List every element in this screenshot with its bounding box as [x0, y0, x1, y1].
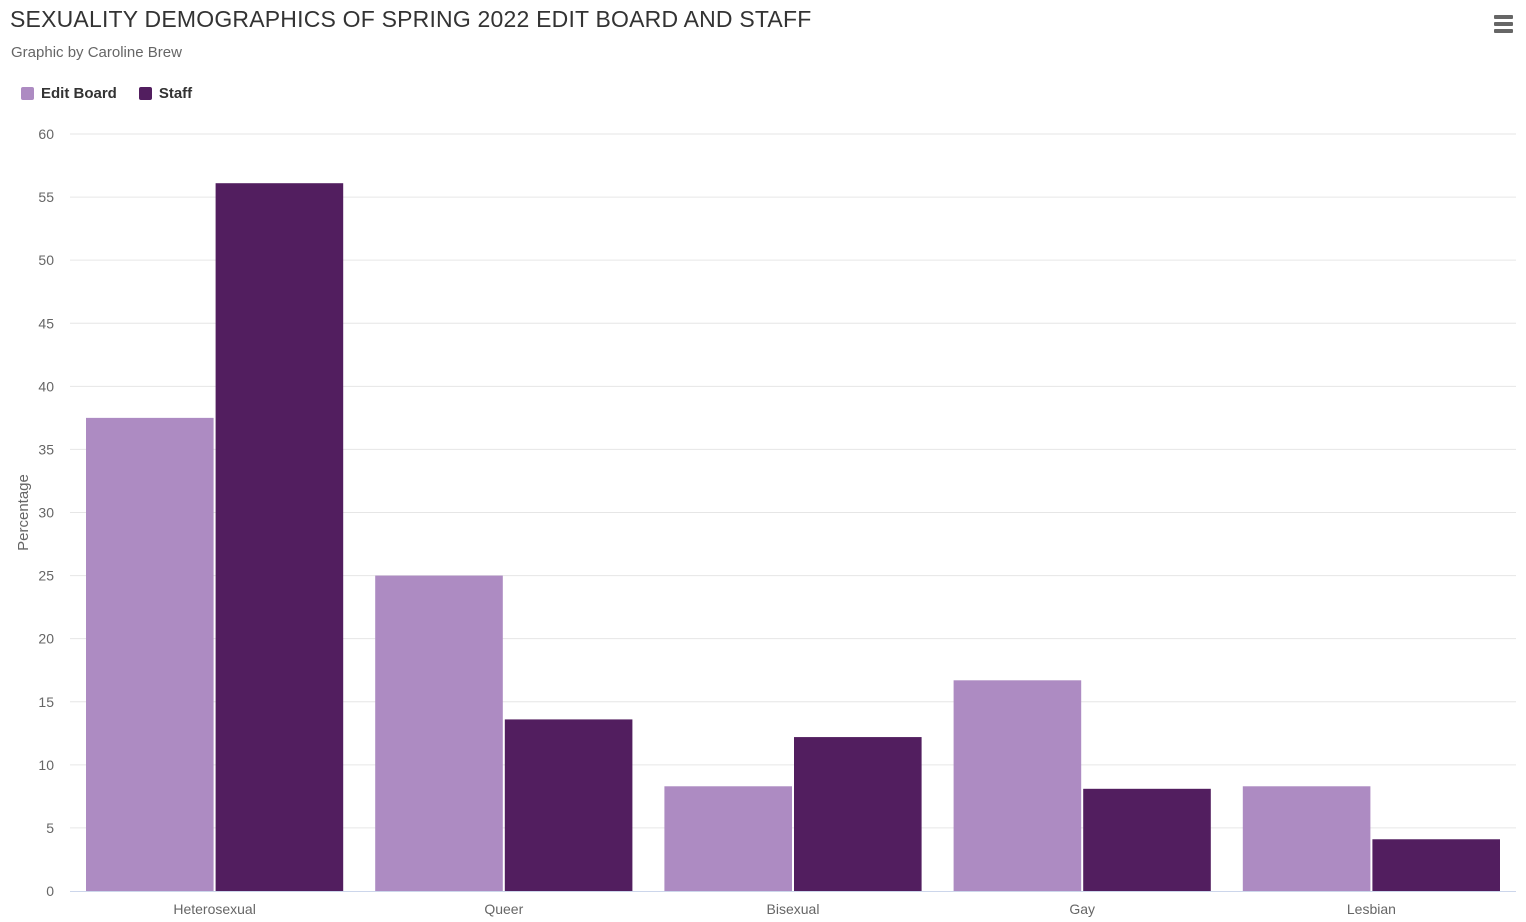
- bar-edit-board-queer: [375, 575, 503, 891]
- y-axis-title: Percentage: [15, 474, 32, 551]
- y-tick-label: 60: [38, 126, 54, 142]
- menu-bar: [1493, 15, 1513, 19]
- bar-edit-board-lesbian: [1242, 786, 1371, 891]
- x-tick-label: Lesbian: [1347, 901, 1396, 917]
- y-tick-label: 25: [38, 568, 54, 584]
- bar-staff-gay: [1083, 788, 1211, 891]
- legend-item-staff[interactable]: Staff: [138, 85, 193, 102]
- legend-label-staff: Staff: [158, 85, 193, 102]
- x-tick-label: Bisexual: [767, 901, 820, 917]
- y-tick-label: 45: [38, 315, 54, 331]
- menu-bar: [1493, 22, 1513, 26]
- bar-edit-board-gay: [953, 680, 1082, 891]
- y-tick-label: 55: [38, 189, 54, 205]
- x-tick-label: Gay: [1069, 901, 1095, 917]
- y-tick-label: 5: [46, 820, 54, 836]
- y-tick-label: 40: [38, 378, 54, 394]
- y-tick-label: 0: [46, 883, 54, 899]
- bar-staff-lesbian: [1372, 839, 1500, 891]
- y-tick-label: 35: [38, 441, 54, 457]
- hamburger-menu-icon[interactable]: [1490, 15, 1516, 37]
- y-tick-label: 15: [38, 694, 54, 710]
- y-tick-label: 50: [38, 252, 54, 268]
- y-tick-label: 20: [38, 631, 54, 647]
- legend-item-edit-board[interactable]: Edit Board: [21, 85, 117, 102]
- legend-swatch-edit-board: [21, 87, 34, 100]
- x-tick-label: Queer: [484, 901, 523, 917]
- bar-edit-board-heterosexual: [86, 417, 214, 891]
- chart-title: SEXUALITY DEMOGRAPHICS OF SPRING 2022 ED…: [10, 6, 812, 32]
- chart-legend: Edit Board Staff: [21, 85, 192, 102]
- x-tick-label: Heterosexual: [173, 901, 256, 917]
- bar-staff-bisexual: [794, 737, 922, 891]
- bar-edit-board-bisexual: [664, 786, 792, 891]
- y-tick-label: 10: [38, 757, 54, 773]
- menu-bar: [1493, 29, 1513, 33]
- bar-staff-queer: [504, 719, 633, 891]
- legend-label-edit-board: Edit Board: [41, 85, 117, 102]
- bar-staff-heterosexual: [215, 183, 344, 891]
- legend-swatch-staff: [138, 87, 152, 100]
- y-tick-label: 30: [38, 505, 54, 521]
- chart-subtitle: Graphic by Caroline Brew: [11, 44, 182, 61]
